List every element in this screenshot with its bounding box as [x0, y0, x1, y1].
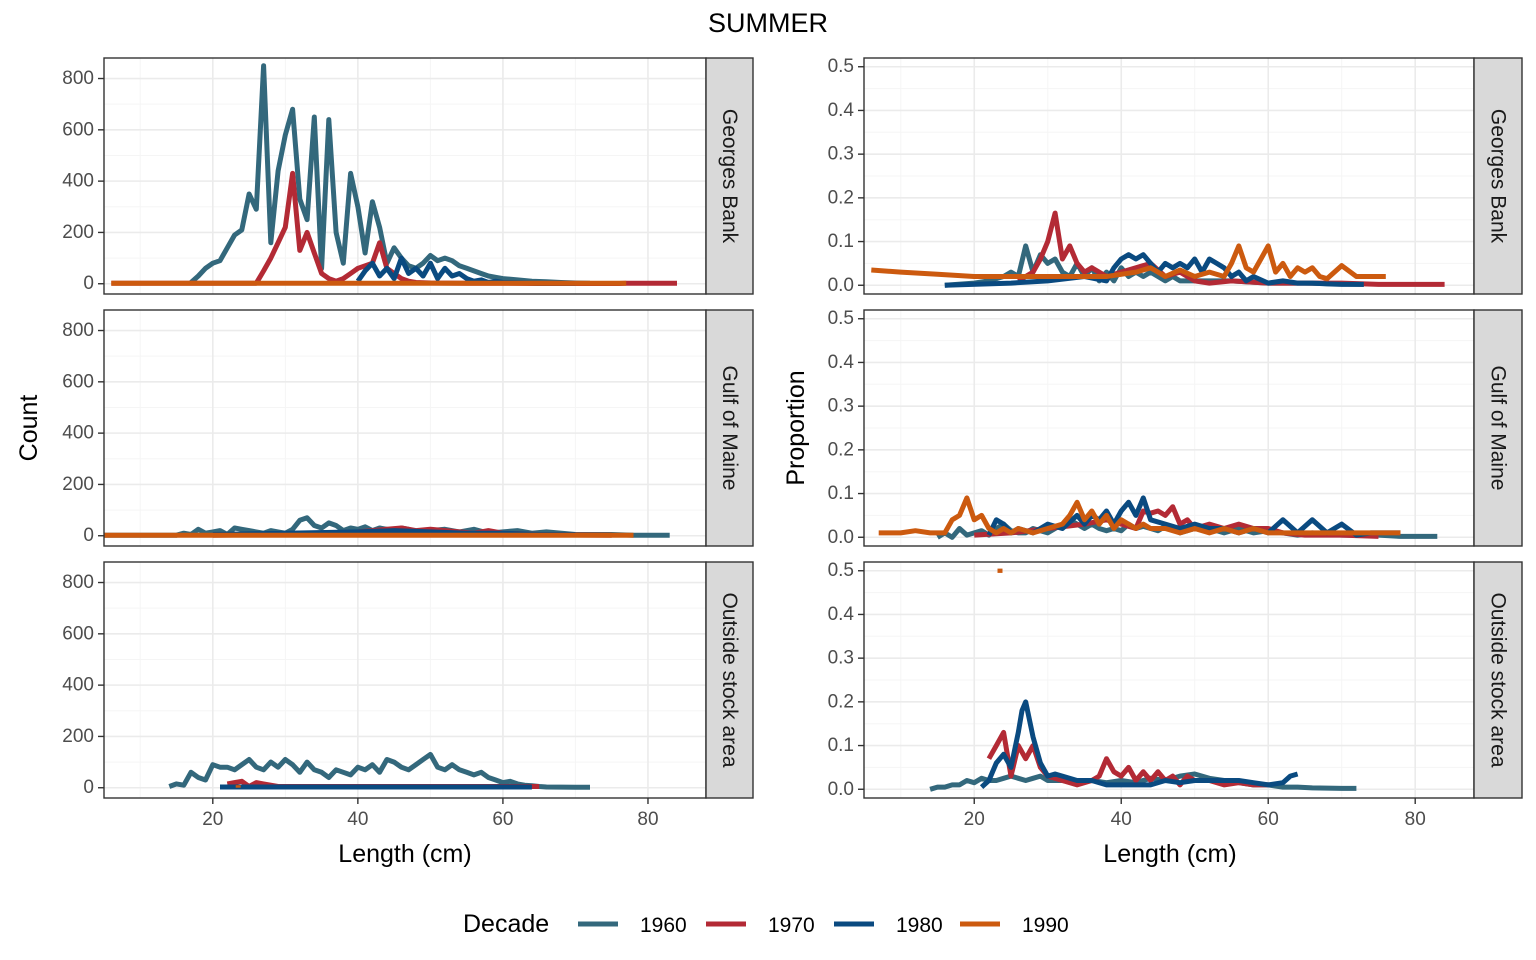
facet-panel-proportion-0: Georges Bank 0.0 0.1 0.2 0.3 0.4 0.5 [828, 56, 1523, 296]
series-line-1990 [871, 243, 1386, 282]
legend-item-1990: 1990 [960, 914, 1069, 937]
x-tick-label: 60 [492, 809, 513, 830]
y-tick-label: 0.2 [828, 439, 854, 460]
y-tick-label: 200 [62, 726, 94, 747]
series-line-1960 [168, 751, 590, 790]
series-line-1990 [878, 495, 1401, 536]
y-tick-label: 800 [62, 68, 94, 89]
facet-strip [1473, 309, 1523, 547]
left-y-axis-title: Count [15, 395, 43, 462]
series-line-1980 [986, 495, 1401, 538]
y-tick-label: 0.0 [828, 779, 854, 800]
facet-strip-label: Outside stock area [718, 592, 741, 767]
y-tick-label: 0 [83, 273, 94, 294]
legend: Decade 1960 1970 1980 1990 [463, 910, 1069, 938]
x-tick-label: 20 [964, 809, 985, 830]
facet-strip [705, 57, 754, 295]
right-y-axis-title: Proportion [782, 370, 810, 485]
panel-background [104, 310, 706, 546]
series-line-1980 [979, 699, 1299, 789]
legend-label-1960: 1960 [640, 914, 687, 937]
legend-label-1970: 1970 [768, 914, 815, 937]
facet-panel-count-1: Gulf of Maine 0 200 400 600 800 [62, 309, 754, 547]
x-tick-label: 20 [202, 809, 223, 830]
facet-panel-count-2: Outside stock area 0 200 400 600 800 20 40 60 80 [62, 561, 754, 830]
y-tick-label: 0.0 [828, 527, 854, 548]
y-tick-label: 600 [62, 371, 94, 392]
legend-label-1990: 1990 [1022, 914, 1069, 937]
y-tick-label: 0.1 [828, 483, 854, 504]
facet-strip [1473, 561, 1523, 799]
series-line-1960 [189, 63, 591, 286]
chart-title: SUMMER [708, 8, 828, 38]
y-tick-label: 0 [83, 525, 94, 546]
facet-strip-label: Georges Bank [718, 109, 741, 244]
y-tick-label: 0.5 [828, 308, 854, 329]
x-tick-label: 80 [1405, 809, 1426, 830]
y-tick-label: 0 [83, 777, 94, 798]
legend-title: Decade [463, 910, 549, 938]
facet-panel-count-0: Georges Bank 0 200 400 600 800 [62, 57, 754, 295]
legend-item-1960: 1960 [578, 914, 687, 937]
legend-label-1980: 1980 [896, 914, 943, 937]
legend-item-1980: 1980 [834, 914, 943, 937]
y-tick-label: 0.5 [828, 560, 854, 581]
x-tick-label: 40 [347, 809, 368, 830]
y-tick-label: 600 [62, 623, 94, 644]
x-tick-label: 80 [637, 809, 658, 830]
facet-panel-proportion-2: Outside stock area 0.0 0.1 0.2 0.3 0.4 0.5 20 40… [828, 560, 1523, 830]
y-tick-label: 0.3 [828, 648, 854, 669]
y-tick-label: 800 [62, 572, 94, 593]
y-tick-label: 0.2 [828, 691, 854, 712]
panel-background [104, 58, 706, 294]
facet-strip-label: Outside stock area [1487, 592, 1510, 767]
x-tick-label: 40 [1111, 809, 1132, 830]
y-tick-label: 0.1 [828, 735, 854, 756]
facet-strip-label: Gulf of Maine [1487, 366, 1510, 491]
y-tick-label: 0.2 [828, 187, 854, 208]
y-tick-label: 0.4 [828, 604, 855, 625]
y-tick-label: 0.0 [828, 275, 854, 296]
y-tick-label: 0.1 [828, 231, 854, 252]
facet-strip-label: Georges Bank [1487, 109, 1510, 244]
y-tick-label: 400 [62, 675, 94, 696]
y-tick-label: 600 [62, 119, 94, 140]
y-tick-label: 800 [62, 320, 94, 341]
facet-strip [705, 561, 754, 799]
y-tick-label: 200 [62, 474, 94, 495]
y-tick-label: 200 [62, 222, 94, 243]
left-x-axis-title: Length (cm) [338, 840, 471, 868]
facet-strip [1473, 57, 1523, 295]
y-tick-label: 400 [62, 423, 94, 444]
y-tick-label: 0.4 [828, 352, 855, 373]
x-tick-label: 60 [1258, 809, 1279, 830]
y-tick-label: 0.5 [828, 56, 854, 77]
y-tick-label: 0.4 [828, 100, 855, 121]
facet-strip-label: Gulf of Maine [718, 366, 741, 491]
y-tick-label: 0.3 [828, 396, 854, 417]
right-x-axis-title: Length (cm) [1103, 840, 1236, 868]
y-tick-label: 0.3 [828, 144, 854, 165]
facet-panel-proportion-1: Gulf of Maine 0.0 0.1 0.2 0.3 0.4 0.5 [828, 308, 1523, 548]
y-tick-label: 400 [62, 171, 94, 192]
panel-background [104, 562, 706, 798]
facet-strip [705, 309, 754, 547]
legend-item-1970: 1970 [706, 914, 815, 937]
series-line-1980 [944, 252, 1364, 288]
